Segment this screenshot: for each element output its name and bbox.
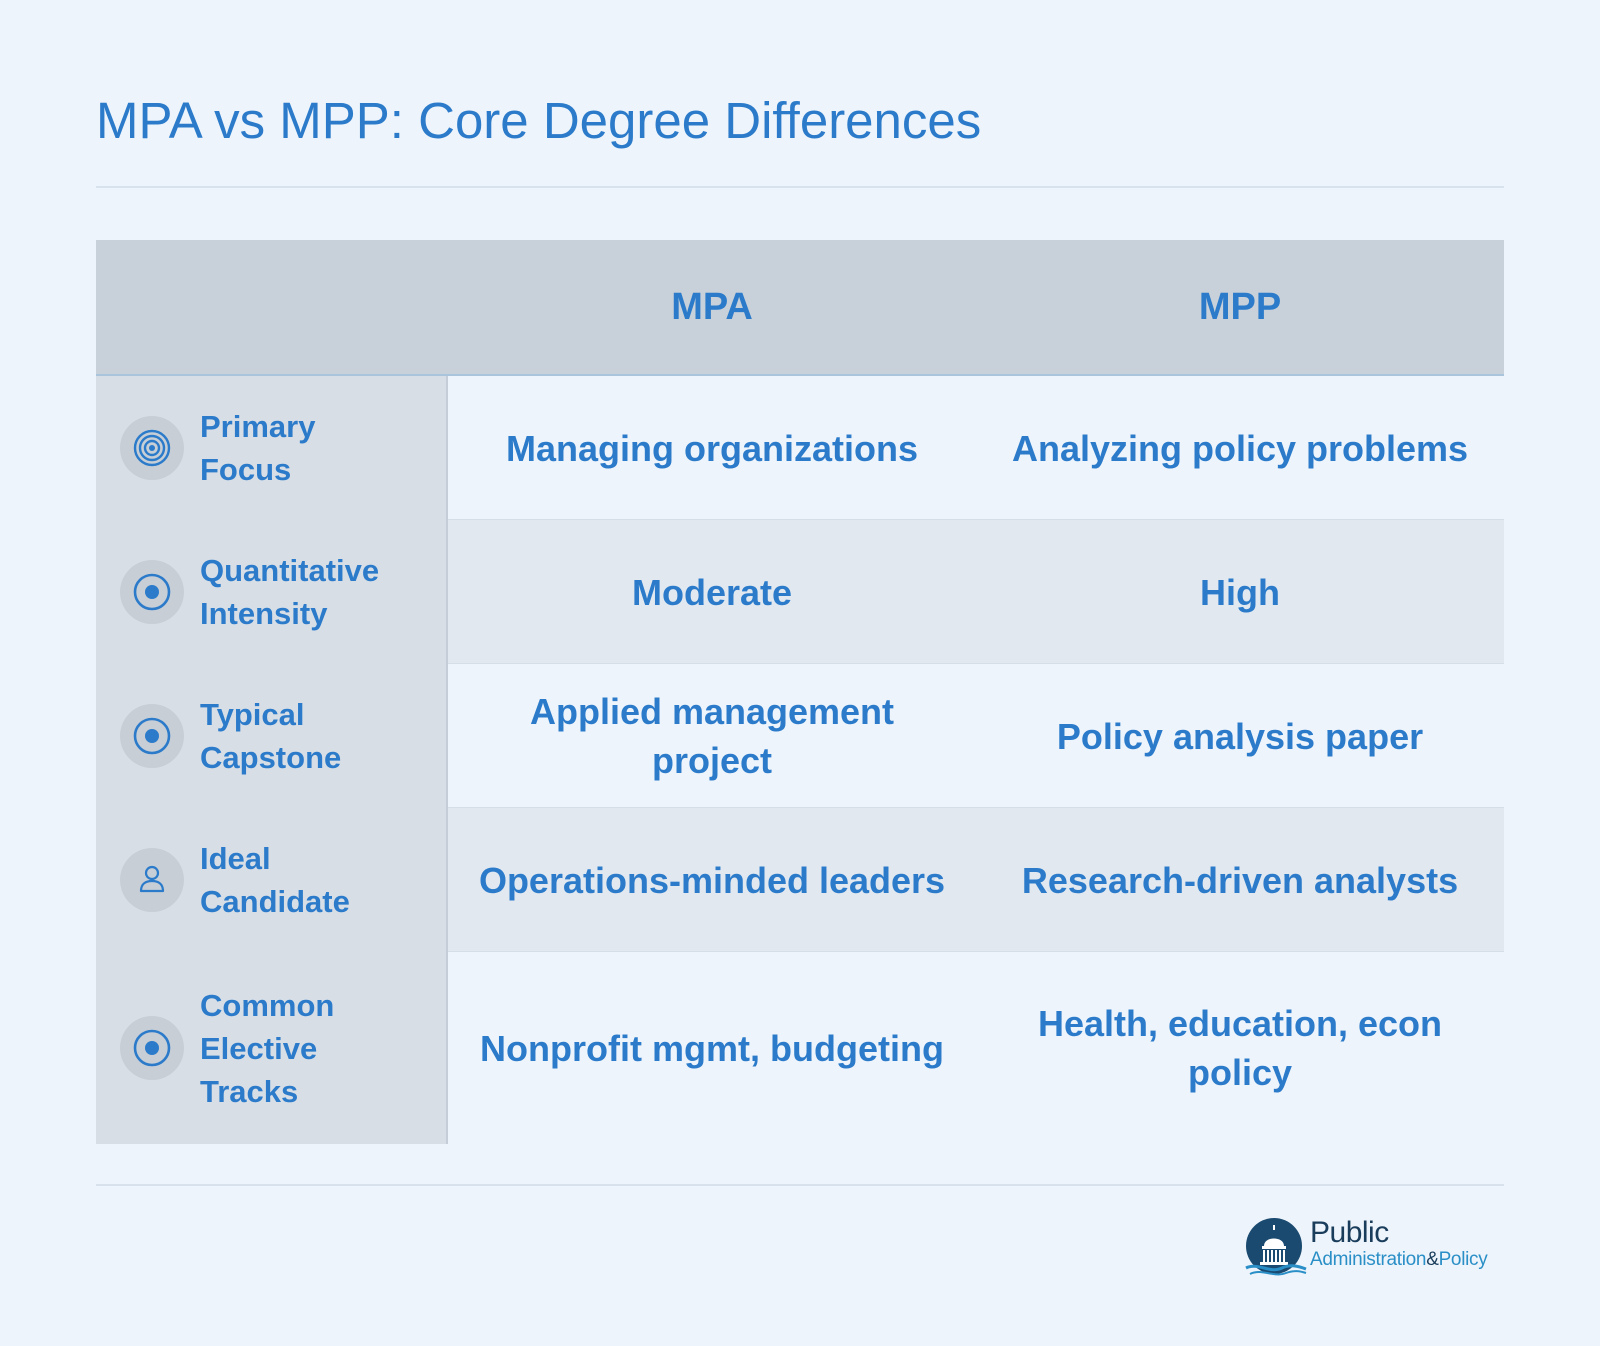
row-label-ideal-candidate: Ideal Candidate <box>96 808 448 952</box>
logo-text-subtitle: Administration&Policy <box>1310 1248 1488 1272</box>
cell-mpp: Policy analysis paper <box>976 664 1504 808</box>
cell-mpp: Analyzing policy problems <box>976 376 1504 520</box>
table-row: Ideal Candidate Operations-minded leader… <box>96 808 1504 952</box>
row-label-text: Quantitative Intensity <box>200 553 380 631</box>
row-divider <box>448 663 1504 664</box>
comparison-table: MPA MPP Primary Focus Managing organizat… <box>96 240 1504 1144</box>
cell-mpp: Research-driven analysts <box>976 808 1504 952</box>
row-divider <box>448 519 1504 520</box>
cell-mpa: Nonprofit mgmt, budgeting <box>448 952 976 1144</box>
row-divider <box>448 807 1504 808</box>
row-label-text: Primary Focus <box>200 409 316 487</box>
row-label-primary-focus: Primary Focus <box>96 376 448 520</box>
cell-mpa: Applied management project <box>448 664 976 808</box>
radio-dot-icon <box>120 1016 184 1080</box>
cell-mpp: Health, education, econ policy <box>976 952 1504 1144</box>
target-icon <box>120 416 184 480</box>
table-row: Typical Capstone Applied management proj… <box>96 664 1504 808</box>
table-header: MPA MPP <box>96 240 1504 376</box>
table-row: Primary Focus Managing organizations Ana… <box>96 376 1504 520</box>
top-divider <box>96 186 1504 188</box>
cell-mpp: High <box>976 520 1504 664</box>
row-label-text: Common Elective Tracks <box>200 987 335 1109</box>
row-label-common-elective-tracks: Common Elective Tracks <box>96 952 448 1144</box>
row-label-text: Typical Capstone <box>200 697 342 775</box>
logo-text-ampersand: & <box>1426 1249 1439 1270</box>
radio-dot-icon <box>120 704 184 768</box>
logo-text-public: Public <box>1310 1216 1389 1249</box>
table-row: Quantitative Intensity Moderate High <box>96 520 1504 664</box>
column-header-mpp: MPP <box>1198 285 1282 328</box>
row-label-typical-capstone: Typical Capstone <box>96 664 448 808</box>
cell-mpa: Managing organizations <box>448 376 976 520</box>
capitol-dome-logo <box>1245 1218 1307 1276</box>
table-row: Common Elective Tracks Nonprofit mgmt, b… <box>96 952 1504 1144</box>
cell-mpa: Operations-minded leaders <box>448 808 976 952</box>
column-header-mpa: MPA <box>671 285 753 328</box>
user-icon <box>120 848 184 912</box>
row-divider <box>448 951 1504 952</box>
bottom-divider <box>96 1184 1504 1186</box>
cell-mpa: Moderate <box>448 520 976 664</box>
page-title: MPA vs MPP: Core Degree Differences <box>96 92 982 149</box>
radio-dot-icon <box>120 560 184 624</box>
logo-text-administration: Administration <box>1310 1249 1427 1270</box>
brand-logo: Public Administration&Policy <box>1244 1214 1504 1280</box>
row-label-text: Ideal Candidate <box>200 841 350 919</box>
row-label-quantitative-intensity: Quantitative Intensity <box>96 520 448 664</box>
table-body: Primary Focus Managing organizations Ana… <box>96 376 1504 1144</box>
logo-text-policy: Policy <box>1438 1249 1488 1270</box>
